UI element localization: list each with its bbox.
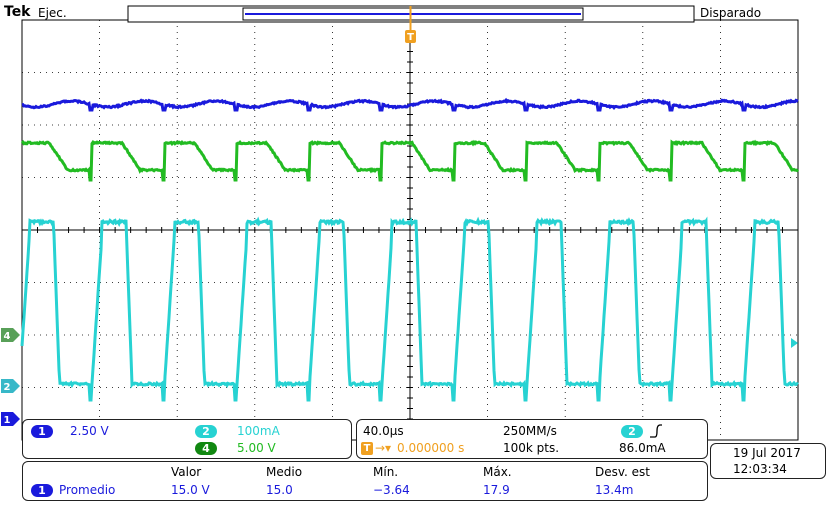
svg-text:4: 4: [4, 331, 11, 342]
timebase-panel: 40.0µs 250MM/s 2 T →▾ 0.000000 s 100k pt…: [356, 419, 708, 459]
sample-rate: 250MM/s: [503, 424, 557, 438]
trigger-state: Disparado: [700, 6, 761, 20]
measurement-desv: 13.4m: [595, 483, 633, 497]
record-length: 100k pts.: [503, 441, 559, 455]
svg-text:2: 2: [4, 382, 11, 393]
ch1-scale[interactable]: 2.50 V: [70, 424, 109, 438]
date: 19 Jul 2017: [733, 446, 801, 460]
ch2-badge[interactable]: 2: [195, 425, 217, 438]
run-state: Ejec.: [38, 6, 67, 20]
ch4-badge[interactable]: 4: [195, 442, 217, 455]
ch4-ground-marker[interactable]: 4: [1, 328, 20, 342]
measurement-medio: 15.0: [266, 483, 293, 497]
trigger-level-marker[interactable]: [791, 338, 798, 348]
measurement-ch1-badge[interactable]: 1: [31, 484, 53, 497]
trigger-pos-icon: T: [361, 442, 373, 455]
ch1-ground-marker[interactable]: 1: [1, 412, 20, 426]
trigger-position[interactable]: 0.000000 s: [397, 441, 464, 455]
header-valor: Valor: [171, 465, 201, 479]
ch4-scale[interactable]: 5.00 V: [237, 441, 276, 455]
ch2-ground-marker[interactable]: 2: [1, 379, 20, 393]
header-max: Máx.: [483, 465, 512, 479]
trigger-level[interactable]: 86.0mA: [619, 441, 666, 455]
ch1-badge[interactable]: 1: [31, 425, 53, 438]
trigger-position-letter: T: [407, 32, 414, 43]
brand-logo: Tek: [4, 4, 31, 20]
measurement-valor: 15.0 V: [171, 483, 210, 497]
datetime-panel: 19 Jul 2017 12:03:34: [710, 443, 826, 479]
header-desv: Desv. est: [595, 465, 650, 479]
measurement-label[interactable]: Promedio: [59, 483, 115, 497]
time: 12:03:34: [733, 462, 787, 476]
rising-edge-icon: [649, 423, 663, 439]
trigger-pos-arrow: →▾: [375, 441, 391, 455]
ch2-scale[interactable]: 100mA: [237, 424, 280, 438]
svg-text:1: 1: [4, 415, 11, 426]
measurements-panel: Valor Medio Mín. Máx. Desv. est 1 Promed…: [22, 461, 708, 501]
channels-panel: 1 2.50 V 2 100mA 4 5.00 V: [22, 419, 352, 459]
header-medio: Medio: [266, 465, 302, 479]
header-min: Mín.: [373, 465, 398, 479]
measurement-max: 17.9: [483, 483, 510, 497]
trigger-source-badge[interactable]: 2: [621, 425, 643, 438]
time-per-division[interactable]: 40.0µs: [363, 424, 404, 438]
measurement-min: −3.64: [373, 483, 410, 497]
